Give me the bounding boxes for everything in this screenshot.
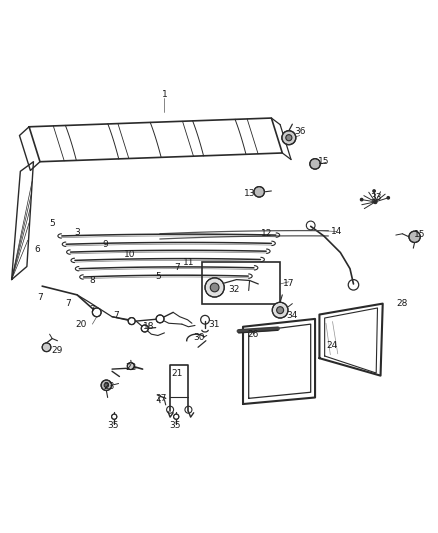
Circle shape	[92, 308, 101, 317]
Bar	[201, 262, 280, 304]
Text: 1: 1	[162, 90, 167, 99]
Text: 29: 29	[51, 346, 62, 355]
Text: 35: 35	[108, 422, 119, 430]
Circle shape	[254, 187, 265, 197]
Text: 32: 32	[229, 285, 240, 294]
Text: 8: 8	[89, 276, 95, 285]
Text: 20: 20	[76, 320, 87, 329]
Text: 28: 28	[397, 299, 408, 308]
Text: 15: 15	[318, 157, 329, 166]
Text: 36: 36	[294, 127, 306, 136]
Text: 33: 33	[371, 193, 382, 202]
Text: 10: 10	[124, 250, 135, 259]
Text: 14: 14	[331, 227, 343, 236]
Text: 26: 26	[247, 330, 259, 338]
Text: 12: 12	[261, 229, 273, 238]
Text: 35: 35	[170, 422, 181, 430]
Circle shape	[205, 278, 224, 297]
Text: 18: 18	[142, 322, 154, 331]
Circle shape	[127, 362, 134, 369]
Circle shape	[156, 315, 164, 323]
Circle shape	[173, 414, 179, 419]
Text: 7: 7	[113, 311, 119, 320]
Circle shape	[409, 231, 420, 243]
Text: 17: 17	[283, 279, 295, 288]
Circle shape	[112, 414, 117, 419]
Text: 13: 13	[244, 189, 255, 198]
Text: 21: 21	[172, 369, 183, 378]
Text: 7: 7	[175, 263, 180, 272]
Text: 27: 27	[155, 394, 167, 403]
Text: 7: 7	[37, 293, 43, 302]
Circle shape	[141, 325, 148, 332]
Text: 31: 31	[208, 320, 219, 329]
Text: 5: 5	[155, 272, 161, 280]
Text: 24: 24	[326, 342, 337, 351]
Text: 5: 5	[49, 219, 55, 228]
Circle shape	[374, 200, 377, 204]
Text: 11: 11	[183, 257, 194, 266]
Circle shape	[387, 197, 389, 199]
Circle shape	[373, 190, 375, 192]
Circle shape	[210, 283, 219, 292]
Circle shape	[101, 380, 112, 391]
Circle shape	[360, 198, 363, 201]
Circle shape	[272, 302, 288, 318]
Text: 22: 22	[125, 364, 136, 372]
Text: 30: 30	[194, 333, 205, 342]
Text: 7: 7	[66, 299, 71, 308]
Circle shape	[104, 383, 109, 387]
Text: 7: 7	[89, 305, 95, 314]
Text: 34: 34	[286, 311, 298, 320]
Text: 3: 3	[74, 228, 80, 237]
Text: 15: 15	[414, 230, 426, 239]
Circle shape	[282, 131, 296, 144]
Text: 9: 9	[102, 240, 108, 249]
Circle shape	[286, 135, 292, 141]
Circle shape	[277, 306, 284, 313]
Circle shape	[128, 318, 135, 325]
Text: 23: 23	[103, 382, 115, 391]
Circle shape	[42, 343, 51, 352]
Text: 6: 6	[34, 245, 40, 254]
Circle shape	[310, 159, 320, 169]
